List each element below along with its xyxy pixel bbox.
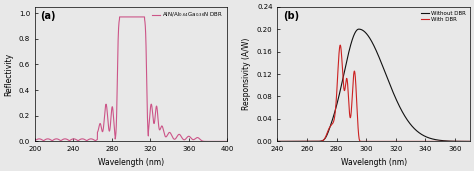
Text: (a): (a)	[41, 11, 56, 21]
Line: With DBR: With DBR	[277, 45, 470, 141]
Without DBR	[461, 140, 467, 142]
With DBR	[426, 140, 432, 142]
With DBR	[462, 140, 467, 142]
Without DBR	[426, 137, 432, 139]
Without DBR	[274, 140, 280, 142]
With DBR	[378, 140, 383, 142]
Text: (b): (b)	[283, 11, 299, 21]
With DBR	[274, 140, 280, 142]
Without DBR	[363, 32, 369, 34]
X-axis label: Wavelength (nm): Wavelength (nm)	[340, 158, 407, 167]
With DBR	[337, 44, 343, 46]
Y-axis label: Reflectivity: Reflectivity	[4, 52, 13, 96]
With DBR	[467, 140, 473, 142]
With DBR	[363, 140, 369, 142]
With DBR	[284, 140, 290, 142]
Without DBR	[467, 140, 473, 142]
Y-axis label: Responsivity (A/W): Responsivity (A/W)	[242, 38, 251, 110]
Line: Without DBR: Without DBR	[277, 29, 470, 141]
Legend: AlN/Al$_{0.64}$Ga$_{0.36}$N DBR: AlN/Al$_{0.64}$Ga$_{0.36}$N DBR	[151, 9, 225, 21]
With DBR	[368, 140, 374, 142]
X-axis label: Wavelength (nm): Wavelength (nm)	[98, 158, 164, 167]
Without DBR	[368, 39, 374, 41]
Without DBR	[462, 140, 467, 142]
Legend: Without DBR, With DBR: Without DBR, With DBR	[419, 9, 467, 23]
Without DBR	[356, 28, 362, 30]
With DBR	[462, 140, 467, 142]
Without DBR	[284, 140, 290, 142]
